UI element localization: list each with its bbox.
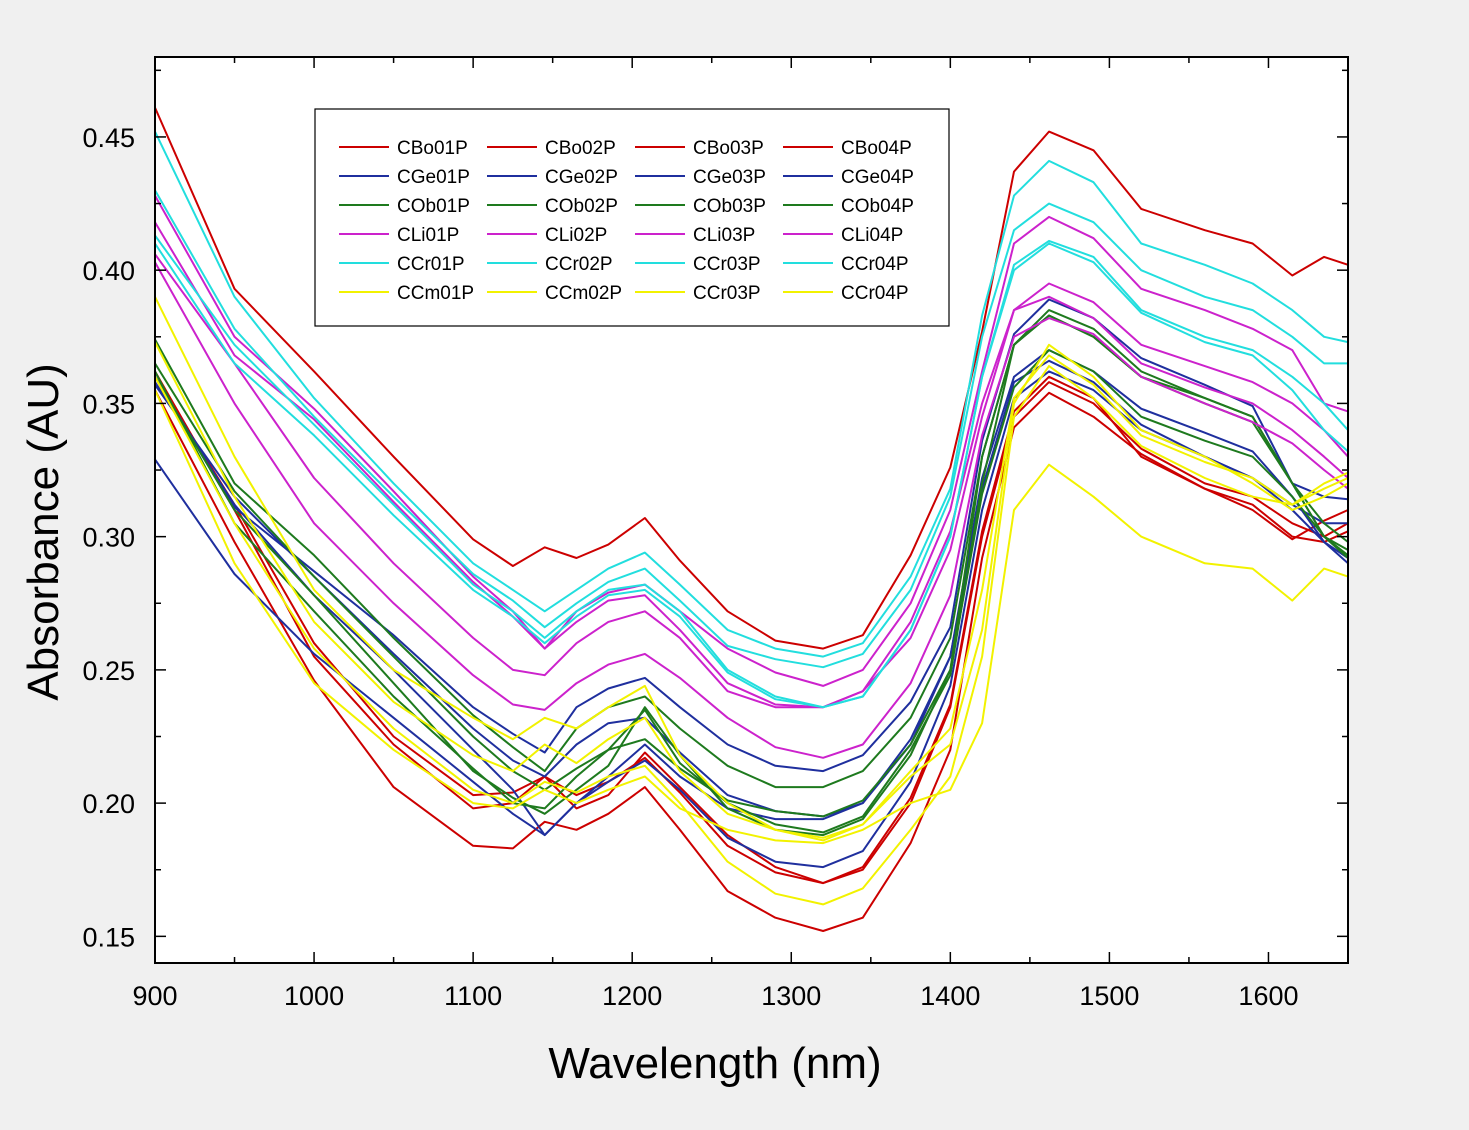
series-line-20 — [154, 295, 1349, 842]
legend-label-4: CGe01P — [397, 167, 470, 188]
series-line-21 — [154, 341, 1349, 839]
legend-label-6: CGe03P — [693, 167, 766, 188]
legend-label-16: CCr01P — [397, 254, 465, 275]
legend-label-20: CCm01P — [397, 283, 474, 304]
legend-label-2: CBo03P — [693, 138, 764, 159]
legend-label-10: COb03P — [693, 196, 766, 217]
legend-label-3: CBo04P — [841, 138, 912, 159]
legend-label-7: CGe04P — [841, 167, 914, 188]
y-tick-label: 0.15 — [82, 922, 135, 952]
axes: 900 1000 1100 1200 1300 1400 1500 1600 0.15 0.20 0… — [82, 56, 1349, 1011]
y-tick-label: 0.20 — [82, 789, 135, 819]
x-tick-label: 900 — [132, 981, 177, 1011]
series-line-2 — [154, 389, 1349, 932]
y-axis-title: Absorbance (AU) — [19, 363, 68, 700]
y-tick-label: 0.45 — [82, 123, 135, 153]
series-line-9 — [154, 349, 1349, 818]
legend-label-21: CCm02P — [545, 283, 622, 304]
legend-label-9: COb02P — [545, 196, 618, 217]
series-line-5 — [154, 298, 1349, 773]
plot-frame — [154, 56, 1349, 964]
legend-label-13: CLi02P — [545, 225, 607, 246]
y-tick-label: 0.30 — [82, 523, 135, 553]
legend-label-0: CBo01P — [397, 138, 468, 159]
y-tick-label: 0.40 — [82, 256, 135, 286]
x-tick-label: 1500 — [1079, 981, 1139, 1011]
series-line-12 — [154, 194, 1349, 687]
y-tick-label: 0.35 — [82, 389, 135, 419]
series-lines — [154, 106, 1349, 932]
x-tick-label: 1100 — [444, 981, 502, 1011]
x-tick-label: 1600 — [1238, 981, 1298, 1011]
series-line-17 — [154, 189, 1349, 669]
legend-label-14: CLi03P — [693, 225, 755, 246]
x-tick-label: 1200 — [602, 981, 662, 1011]
legend-label-19: CCr04P — [841, 254, 909, 275]
x-axis-title: Wavelength (nm) — [548, 1039, 881, 1088]
series-line-15 — [154, 261, 1349, 759]
x-tick-label: 1400 — [920, 981, 980, 1011]
legend: CBo01P CBo02P CBo03P CBo04P CGe01P CGe02P CGe0… — [314, 108, 950, 327]
series-line-0 — [154, 106, 1349, 650]
legend-label-17: CCr02P — [545, 254, 613, 275]
y-tick-label: 0.25 — [82, 656, 135, 686]
x-tick-label: 1000 — [284, 981, 344, 1011]
legend-label-15: CLi04P — [841, 225, 903, 246]
series-line-7 — [154, 359, 1349, 837]
legend-label-11: COb04P — [841, 196, 914, 217]
legend-box — [314, 108, 950, 327]
series-line-22 — [154, 365, 1349, 906]
series-line-23 — [154, 389, 1349, 845]
legend-label-23: CCr04P — [841, 283, 909, 304]
series-line-16 — [154, 130, 1349, 658]
x-tick-label: 1300 — [761, 981, 821, 1011]
legend-label-12: CLi01P — [397, 225, 459, 246]
legend-label-5: CGe02P — [545, 167, 618, 188]
series-line-19 — [154, 242, 1349, 709]
legend-label-1: CBo02P — [545, 138, 616, 159]
legend-label-18: CCr03P — [693, 254, 761, 275]
legend-label-22: CCr03P — [693, 283, 761, 304]
legend-label-8: COb01P — [397, 196, 470, 217]
